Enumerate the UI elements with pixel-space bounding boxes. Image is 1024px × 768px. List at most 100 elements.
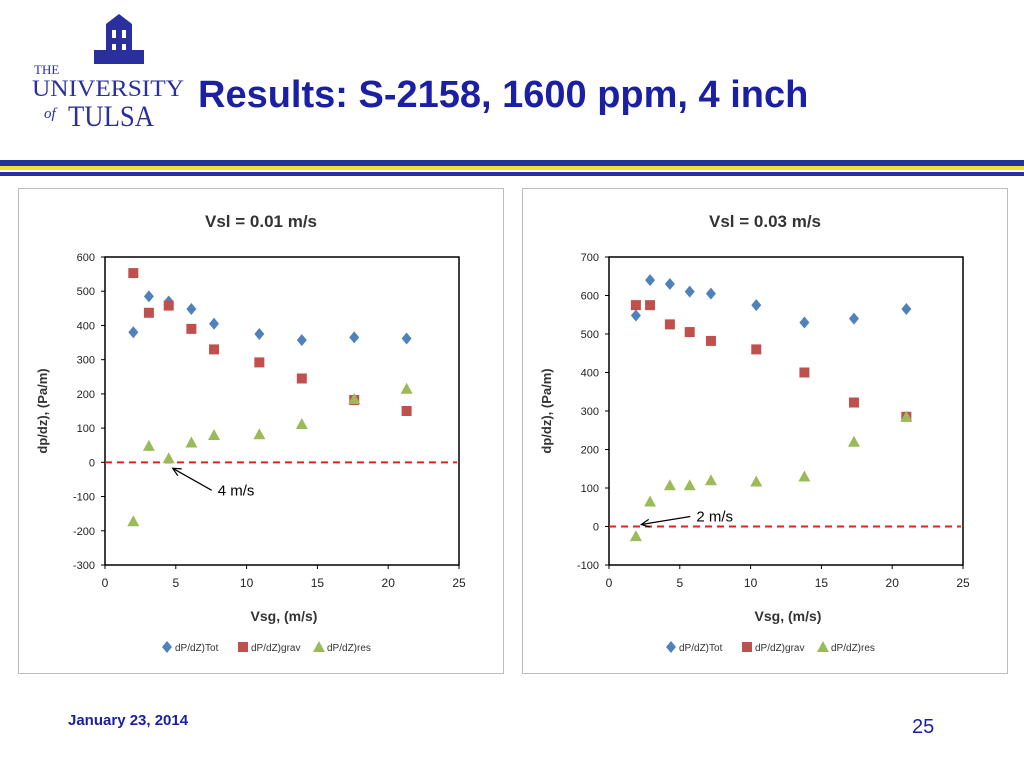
tot-point [296,334,307,347]
chart-title: Vsl = 0.01 m/s [205,212,317,231]
logo-line-tulsa: TULSA [68,100,154,133]
grav-point [664,319,675,330]
y-tick-label: 700 [581,252,599,264]
tot-point [901,302,912,315]
res-point [683,479,696,491]
slide-title: Results: S-2158, 1600 ppm, 4 inch [198,74,809,116]
grav-point [705,335,716,346]
logo-line-the: THE [34,62,59,77]
x-tick-label: 20 [382,576,396,590]
grav-point [751,344,762,355]
y-tick-label: 300 [581,406,599,418]
x-tick-label: 5 [676,576,683,590]
y-tick-label: 0 [593,522,599,534]
legend-label: dP/dZ)grav [755,643,804,654]
y-tick-label: 200 [77,389,95,401]
series-tot [128,290,412,347]
grav-point [254,357,265,368]
plot-area [104,256,460,566]
footer-date: January 23, 2014 [68,712,189,729]
x-tick-label: 15 [311,576,325,590]
y-tick-label: -300 [73,560,95,572]
res-point [750,475,763,487]
header-rule-gold [0,166,1024,170]
res-point [253,428,266,440]
res-point [185,436,198,448]
legend-marker-tot [162,641,172,653]
legend-marker-tot [666,641,676,653]
series-tot [630,274,912,329]
x-tick-label: 15 [815,576,829,590]
res-point [142,439,155,451]
logo-line-of: of [44,106,58,122]
y-tick-label: 100 [581,483,599,495]
tot-point [209,317,220,330]
y-tick-label: 400 [581,368,599,380]
y-axis-label: dp/dz), (Pa/m) [35,368,50,453]
legend-label: dP/dZ)res [831,643,875,654]
grav-point [143,307,154,318]
y-tick-label: 500 [77,286,95,298]
tot-point [401,332,412,345]
annotation-arrow [641,515,691,526]
res-point [629,530,642,542]
grav-point [163,300,174,311]
res-point [704,474,717,486]
chart-vsl-0.01: Vsl = 0.01 m/s6005004003002001000-100-20… [35,212,466,654]
y-tick-label: -100 [73,492,95,504]
grav-point [128,268,139,279]
res-point [798,470,811,482]
res-point [847,435,860,447]
grav-point [684,327,695,338]
res-point [644,495,657,507]
legend-marker-res [817,641,829,652]
res-point [162,452,175,464]
y-tick-label: 100 [77,423,95,435]
page-number: 25 [912,716,935,738]
x-axis-label: Vsg, (m/s) [755,608,822,624]
res-point [208,428,221,440]
x-axis-label: Vsg, (m/s) [251,608,318,624]
res-point [900,410,913,422]
legend-marker-grav [238,642,248,652]
y-tick-label: 600 [581,291,599,303]
logo-line-university: UNIVERSITY [32,76,184,101]
plot-area [608,256,964,566]
chart-panel-vsl-0.01: Vsl = 0.01 m/s 600 500 400 300 200 100 0 -100 -20… [18,188,504,674]
header-rule-blue-thin [0,172,1024,176]
x-tick-label: 0 [102,576,109,590]
legend-marker-res [313,641,325,652]
legend-label: dP/dZ)res [327,643,371,654]
y-tick-label: 300 [77,355,95,367]
tot-point [751,299,762,312]
chart-title: Vsl = 0.03 m/s [709,212,821,231]
res-point [127,515,140,527]
annotation-arrowhead [639,518,651,528]
res-point [400,382,413,394]
y-tick-label: -100 [577,560,599,572]
legend-label: dP/dZ)Tot [175,643,219,654]
university-of-tulsa-logo: THE UNIVERSITY of TULSA [32,14,184,133]
y-tick-label: 0 [89,457,95,469]
tot-point [128,326,139,339]
res-point [663,479,676,491]
series-grav [630,300,912,422]
x-tick-label: 20 [886,576,900,590]
chart-panel-vsl-0.03: Vsl = 0.03 m/s 700 600 500 400 300 200 100 0 -100… [522,188,1008,674]
series-res [629,410,913,542]
legend-label: dP/dZ)Tot [679,643,723,654]
y-tick-label: 400 [77,320,95,332]
tot-point [684,285,695,298]
tot-point [848,312,859,325]
tot-point [143,290,154,303]
grav-point [630,300,641,311]
tot-point [630,309,641,322]
tot-point [349,331,360,344]
y-axis-label: dp/dz), (Pa/m) [539,368,554,453]
grav-point [296,373,307,384]
grav-point [799,367,810,378]
annotation-label: 4 m/s [218,482,255,499]
legend-marker-grav [742,642,752,652]
series-grav [128,268,412,416]
x-tick-label: 5 [172,576,179,590]
